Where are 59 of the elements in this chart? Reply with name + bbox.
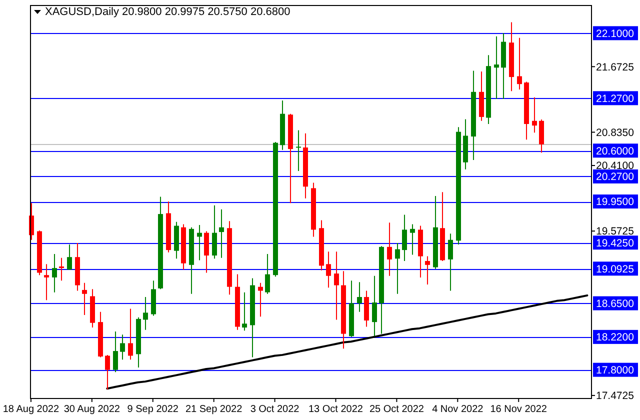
candlestick (52, 253, 57, 293)
candlestick (143, 296, 148, 330)
candlestick (212, 204, 217, 260)
ref-line-label: 18.2200 (596, 332, 634, 344)
ref-line-label: 18.6500 (596, 298, 634, 310)
candlestick (395, 242, 400, 294)
candlestick (105, 354, 110, 390)
x-tick-label: 13 Oct 2022 (308, 404, 364, 415)
line-series (106, 294, 588, 390)
candlestick (372, 275, 377, 337)
candlestick (265, 253, 270, 294)
ref-line-label: 22.1000 (596, 28, 634, 40)
candlestick (494, 36, 499, 100)
candlestick (387, 222, 392, 276)
candlestick (113, 330, 118, 373)
x-tick-label: 18 Aug 2022 (2, 404, 60, 415)
x-tick-label: 4 Nov 2022 (432, 404, 484, 415)
ref-line-label: 20.6000 (596, 145, 634, 158)
candlestick (296, 130, 301, 172)
x-tick-label: 25 Oct 2022 (369, 404, 424, 415)
ref-line-label: 19.4250 (596, 237, 634, 250)
chart-title: XAGUSD,Daily 20.9800 20.9975 20.5750 20.6800 (45, 6, 290, 18)
candlestick (82, 282, 87, 316)
candlestick (120, 334, 125, 360)
candlestick (197, 224, 202, 261)
ref-line-label: 20.2700 (596, 171, 634, 184)
candlestick (258, 282, 263, 318)
y-tick-label: 19.5725 (596, 226, 634, 238)
candlestick (357, 282, 362, 312)
x-tick-label: 9 Sep 2022 (127, 404, 179, 415)
ref-line-label: 21.2700 (596, 92, 634, 105)
candlestick (532, 96, 537, 134)
candlestick (44, 264, 49, 301)
ref-line-label: 19.0925 (596, 263, 634, 276)
x-tick-label: 30 Aug 2022 (64, 404, 120, 415)
ref-line-label: 17.8000 (596, 364, 634, 376)
candlestick (242, 292, 247, 332)
candlestick (539, 118, 544, 154)
candlestick (59, 257, 64, 282)
candlestick (128, 308, 133, 360)
candlestick (425, 256, 430, 285)
candlestick (448, 233, 453, 292)
x-tick-label: 21 Sep 2022 (185, 404, 243, 415)
y-tick-label: 20.4100 (596, 160, 634, 172)
candlestick (410, 224, 415, 256)
candlestick (67, 244, 72, 270)
y-tick-label: 21.6725 (596, 61, 634, 74)
x-tick-label: 16 Nov 2022 (490, 404, 548, 415)
x-tick-label: 3 Oct 2022 (250, 404, 300, 415)
candlestick (364, 290, 369, 328)
candlestick (326, 251, 331, 288)
candlestick (204, 230, 209, 274)
y-tick-label: 20.8350 (596, 126, 634, 139)
candlestick (517, 37, 522, 90)
ref-line-label: 19.9500 (596, 196, 634, 208)
candlestick (334, 251, 339, 320)
y-tick-label: 17.4725 (596, 390, 634, 402)
candlestick (219, 208, 224, 258)
candlestick (402, 214, 407, 262)
